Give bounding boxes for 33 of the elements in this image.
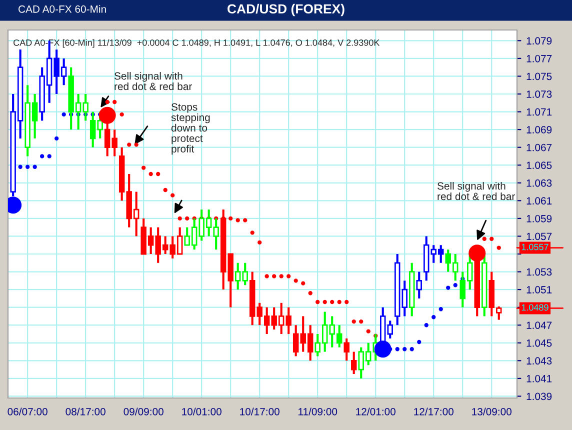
y-tick-label: 1.063	[526, 179, 552, 187]
chart-title: CAD/USD (FOREX)	[228, 4, 344, 16]
y-tick-label: 1.077	[526, 54, 552, 62]
x-tick-label: 09/09:00	[124, 408, 164, 416]
y-tick-label: 1.071	[526, 108, 552, 116]
x-tick-label: 12/17:00	[414, 408, 454, 416]
y-tick-label: 1.073	[526, 90, 552, 98]
x-tick-label: 10/01:00	[182, 408, 222, 416]
x-tick-label: 06/07:00	[8, 408, 48, 416]
annotation: Stops stepping down to protect profit	[171, 103, 210, 155]
y-tick-label: 1.041	[526, 374, 552, 382]
x-tick-label: 12/01:00	[356, 408, 396, 416]
annotation: Sell signal with red dot & red bar	[437, 182, 515, 200]
x-tick-label: 13/09:00	[472, 408, 512, 416]
y-tick-label: 1.067	[526, 144, 552, 152]
y-tick-label: 1.059	[526, 214, 552, 222]
y-tick-label: 1.075	[526, 72, 552, 80]
y-tick-label: 1.069	[526, 126, 552, 134]
y-tick-label: 1.053	[526, 268, 552, 276]
x-tick-label: 08/17:00	[66, 408, 106, 416]
y-tick-label: 1.079	[526, 37, 552, 45]
text: CAD A0-FX 60-Min	[18, 5, 106, 13]
y-tick-label: 1.051	[526, 286, 552, 294]
x-tick-label: 11/09:00	[298, 408, 338, 416]
y-tick-label: 1.065	[526, 162, 552, 169]
y-tick-label: 1.043	[526, 357, 552, 365]
x-tick-label: 10/17:00	[240, 408, 280, 416]
annotation: Sell signal with red dot & red bar	[114, 72, 192, 90]
y-tick-label: 1.057	[526, 232, 552, 240]
y-tick-label: 1.039	[526, 392, 552, 400]
y-tick-label: 1.047	[526, 322, 552, 329]
y-tick-label: 1.045	[526, 339, 552, 347]
y-tick-label: 1.061	[526, 197, 552, 205]
